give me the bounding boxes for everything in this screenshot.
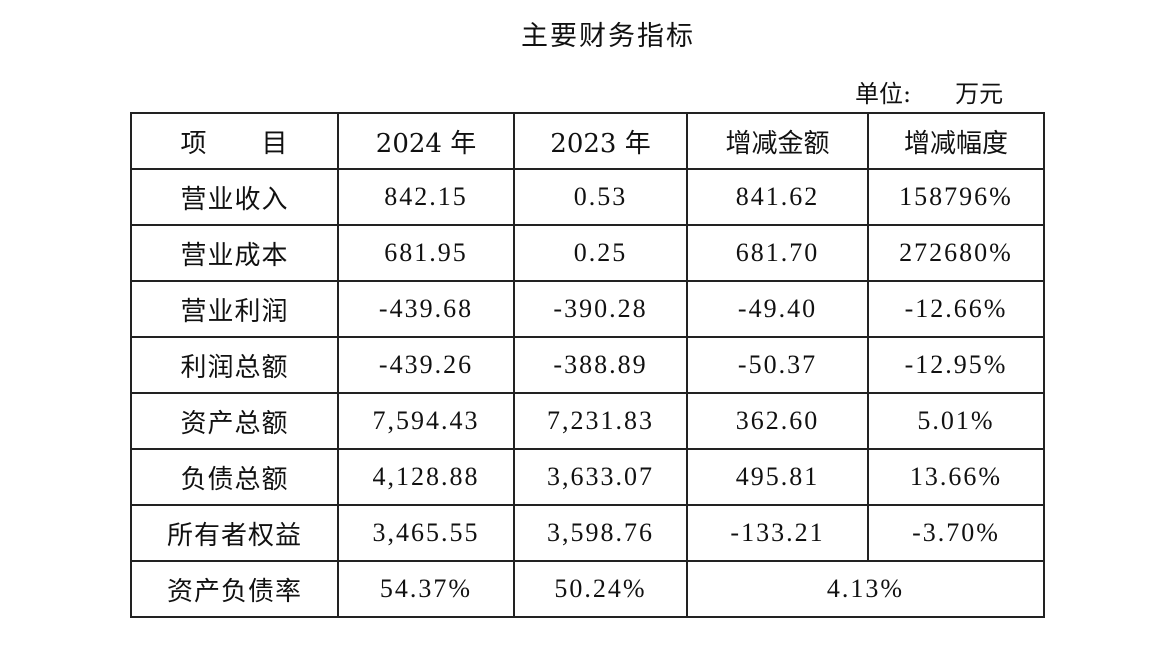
row-label: 负债总额 [130,448,339,506]
row-label: 营业收入 [130,168,339,226]
row-label: 所有者权益 [130,504,339,562]
value-cell: 158796% [867,168,1045,226]
header-cell: 项 目 [130,112,339,170]
row-label: 资产负债率 [130,560,339,618]
value-cell: 495.81 [686,448,869,506]
table-row: 资产总额 7,594.43 7,231.83 362.60 5.01% [130,392,1045,450]
value-cell: -390.28 [513,280,688,338]
header-cell: 2024 年 [337,112,515,170]
financial-indicators-table: 项 目 2024 年 2023 年 增减金额 增减幅度 营业收入 842.15 0.… [130,112,1045,618]
page-title: 主要财务指标 [521,21,695,52]
value-cell: -49.40 [686,280,869,338]
row-label: 资产总额 [130,392,339,450]
value-cell: 272680% [867,224,1045,282]
row-label: 利润总额 [130,336,339,394]
value-cell: -388.89 [513,336,688,394]
value-cell: 5.01% [867,392,1045,450]
unit-label: 单位: [855,80,912,108]
value-cell: -439.68 [337,280,515,338]
table-row: 所有者权益 3,465.55 3,598.76 -133.21 -3.70% [130,504,1045,562]
table-row: 营业收入 842.15 0.53 841.62 158796% [130,168,1045,226]
value-cell: 13.66% [867,448,1045,506]
header-cell: 增减金额 [686,112,869,170]
value-cell: 4,128.88 [337,448,515,506]
value-cell: 842.15 [337,168,515,226]
value-cell: -439.26 [337,336,515,394]
value-cell: 3,633.07 [513,448,688,506]
unit-note: 单位: 万元 [855,74,1003,109]
value-cell: 681.70 [686,224,869,282]
value-cell: 4.13% [686,560,1045,618]
table-row: 营业利润 -439.68 -390.28 -49.40 -12.66% [130,280,1045,338]
value-cell: 0.25 [513,224,688,282]
value-cell: 7,231.83 [513,392,688,450]
table-row-debt-ratio: 资产负债率 54.37% 50.24% 4.13% [130,560,1045,618]
value-cell: 0.53 [513,168,688,226]
value-cell: 54.37% [337,560,515,618]
value-cell: 7,594.43 [337,392,515,450]
value-cell: 681.95 [337,224,515,282]
value-cell: 3,465.55 [337,504,515,562]
header-row: 项 目 2024 年 2023 年 增减金额 增减幅度 [130,112,1045,170]
table-row: 利润总额 -439.26 -388.89 -50.37 -12.95% [130,336,1045,394]
value-cell: 841.62 [686,168,869,226]
value-cell: -50.37 [686,336,869,394]
table-row: 负债总额 4,128.88 3,633.07 495.81 13.66% [130,448,1045,506]
value-cell: 362.60 [686,392,869,450]
value-cell: -133.21 [686,504,869,562]
row-label: 营业利润 [130,280,339,338]
value-cell: -3.70% [867,504,1045,562]
header-cell: 2023 年 [513,112,688,170]
value-cell: 50.24% [513,560,688,618]
table-row: 营业成本 681.95 0.25 681.70 272680% [130,224,1045,282]
unit-value: 万元 [955,80,1004,108]
value-cell: -12.95% [867,336,1045,394]
value-cell: 3,598.76 [513,504,688,562]
row-label: 营业成本 [130,224,339,282]
header-cell: 增减幅度 [867,112,1045,170]
value-cell: -12.66% [867,280,1045,338]
